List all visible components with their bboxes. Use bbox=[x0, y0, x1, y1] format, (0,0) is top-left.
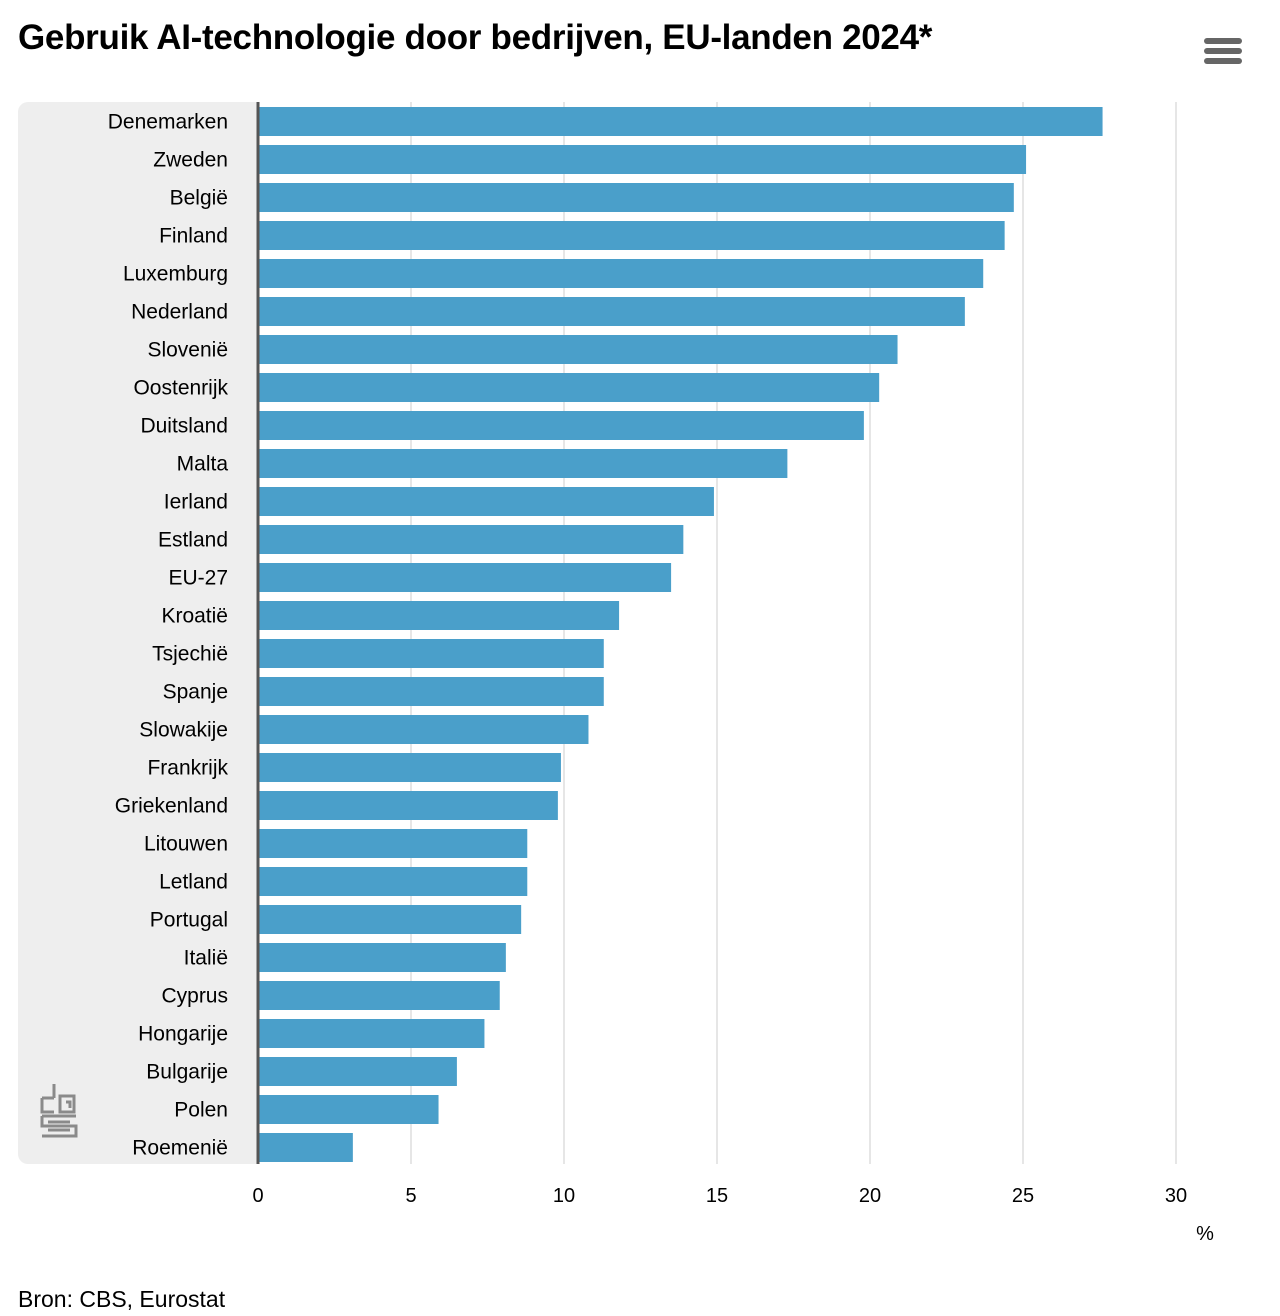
bar[interactable] bbox=[259, 449, 788, 478]
category-label: Frankrijk bbox=[147, 757, 228, 780]
category-label: Portugal bbox=[150, 909, 228, 932]
chart-title: Gebruik AI-technologie door bedrijven, E… bbox=[18, 18, 933, 57]
category-label: Luxemburg bbox=[123, 263, 228, 286]
bar[interactable] bbox=[259, 297, 965, 326]
x-tick-label: 10 bbox=[553, 1185, 575, 1207]
bar[interactable] bbox=[259, 1095, 439, 1124]
bar[interactable] bbox=[259, 639, 604, 668]
x-tick-label: 25 bbox=[1012, 1185, 1034, 1207]
category-label: Spanje bbox=[163, 681, 228, 704]
category-label: Finland bbox=[159, 225, 228, 248]
category-panel bbox=[18, 102, 258, 1164]
category-label: Slowakije bbox=[139, 719, 228, 742]
bar[interactable] bbox=[259, 373, 880, 402]
category-labels: Denemarken Zweden België Finland Luxemburg Ne… bbox=[108, 111, 229, 1160]
category-label: Litouwen bbox=[144, 833, 228, 856]
category-label: Hongarije bbox=[138, 1023, 228, 1046]
bar[interactable] bbox=[259, 525, 684, 554]
bar[interactable] bbox=[259, 715, 589, 744]
x-tick-label: 15 bbox=[706, 1185, 728, 1207]
cbs-logo-icon bbox=[40, 1084, 78, 1138]
bar[interactable] bbox=[259, 145, 1027, 174]
category-label: Polen bbox=[174, 1099, 228, 1122]
category-label: Ierland bbox=[164, 491, 228, 514]
category-label: Bulgarije bbox=[146, 1061, 228, 1084]
category-label: Oostenrijk bbox=[133, 377, 228, 400]
source-note: Bron: CBS, Eurostat bbox=[18, 1286, 226, 1312]
bar[interactable] bbox=[259, 601, 620, 630]
category-label: Malta bbox=[177, 453, 229, 476]
hamburger-menu-icon[interactable] bbox=[1204, 38, 1242, 68]
bar[interactable] bbox=[259, 563, 672, 592]
bar[interactable] bbox=[259, 867, 528, 896]
category-label: EU-27 bbox=[168, 567, 228, 590]
bar[interactable] bbox=[259, 259, 984, 288]
x-tick-label: 5 bbox=[405, 1185, 416, 1207]
bar[interactable] bbox=[259, 1019, 485, 1048]
bar[interactable] bbox=[259, 487, 714, 516]
category-label: Italië bbox=[184, 947, 228, 970]
bar[interactable] bbox=[259, 335, 898, 364]
category-label: Tsjechië bbox=[152, 643, 228, 666]
bar[interactable] bbox=[259, 411, 864, 440]
category-label: Nederland bbox=[131, 301, 228, 324]
x-tick-label: 0 bbox=[252, 1185, 263, 1207]
category-label: Estland bbox=[158, 529, 228, 552]
bar[interactable] bbox=[259, 677, 604, 706]
category-label: Letland bbox=[159, 871, 228, 894]
bar[interactable] bbox=[259, 981, 500, 1010]
bar[interactable] bbox=[259, 943, 506, 972]
x-tick-label: 30 bbox=[1165, 1185, 1187, 1207]
category-label: Zweden bbox=[153, 149, 228, 172]
bar[interactable] bbox=[259, 1133, 353, 1162]
bars bbox=[259, 107, 1103, 1162]
bar[interactable] bbox=[259, 1057, 457, 1086]
category-label: Slovenië bbox=[147, 339, 228, 362]
bar[interactable] bbox=[259, 829, 528, 858]
category-label: Denemarken bbox=[108, 111, 228, 134]
x-axis-unit-label: % bbox=[1196, 1223, 1214, 1245]
category-label: Kroatië bbox=[161, 605, 228, 628]
bar[interactable] bbox=[259, 107, 1103, 136]
bar[interactable] bbox=[259, 221, 1005, 250]
category-label: Cyprus bbox=[161, 985, 228, 1008]
category-label: Roemenië bbox=[132, 1137, 228, 1160]
category-label: Duitsland bbox=[140, 415, 228, 438]
bar[interactable] bbox=[259, 905, 522, 934]
bar[interactable] bbox=[259, 753, 561, 782]
bar[interactable] bbox=[259, 791, 558, 820]
x-tick-labels: 0 5 10 15 20 25 30 bbox=[252, 1185, 1187, 1207]
bar[interactable] bbox=[259, 183, 1014, 212]
category-label: België bbox=[170, 187, 228, 210]
category-label: Griekenland bbox=[115, 795, 228, 818]
x-tick-label: 20 bbox=[859, 1185, 881, 1207]
